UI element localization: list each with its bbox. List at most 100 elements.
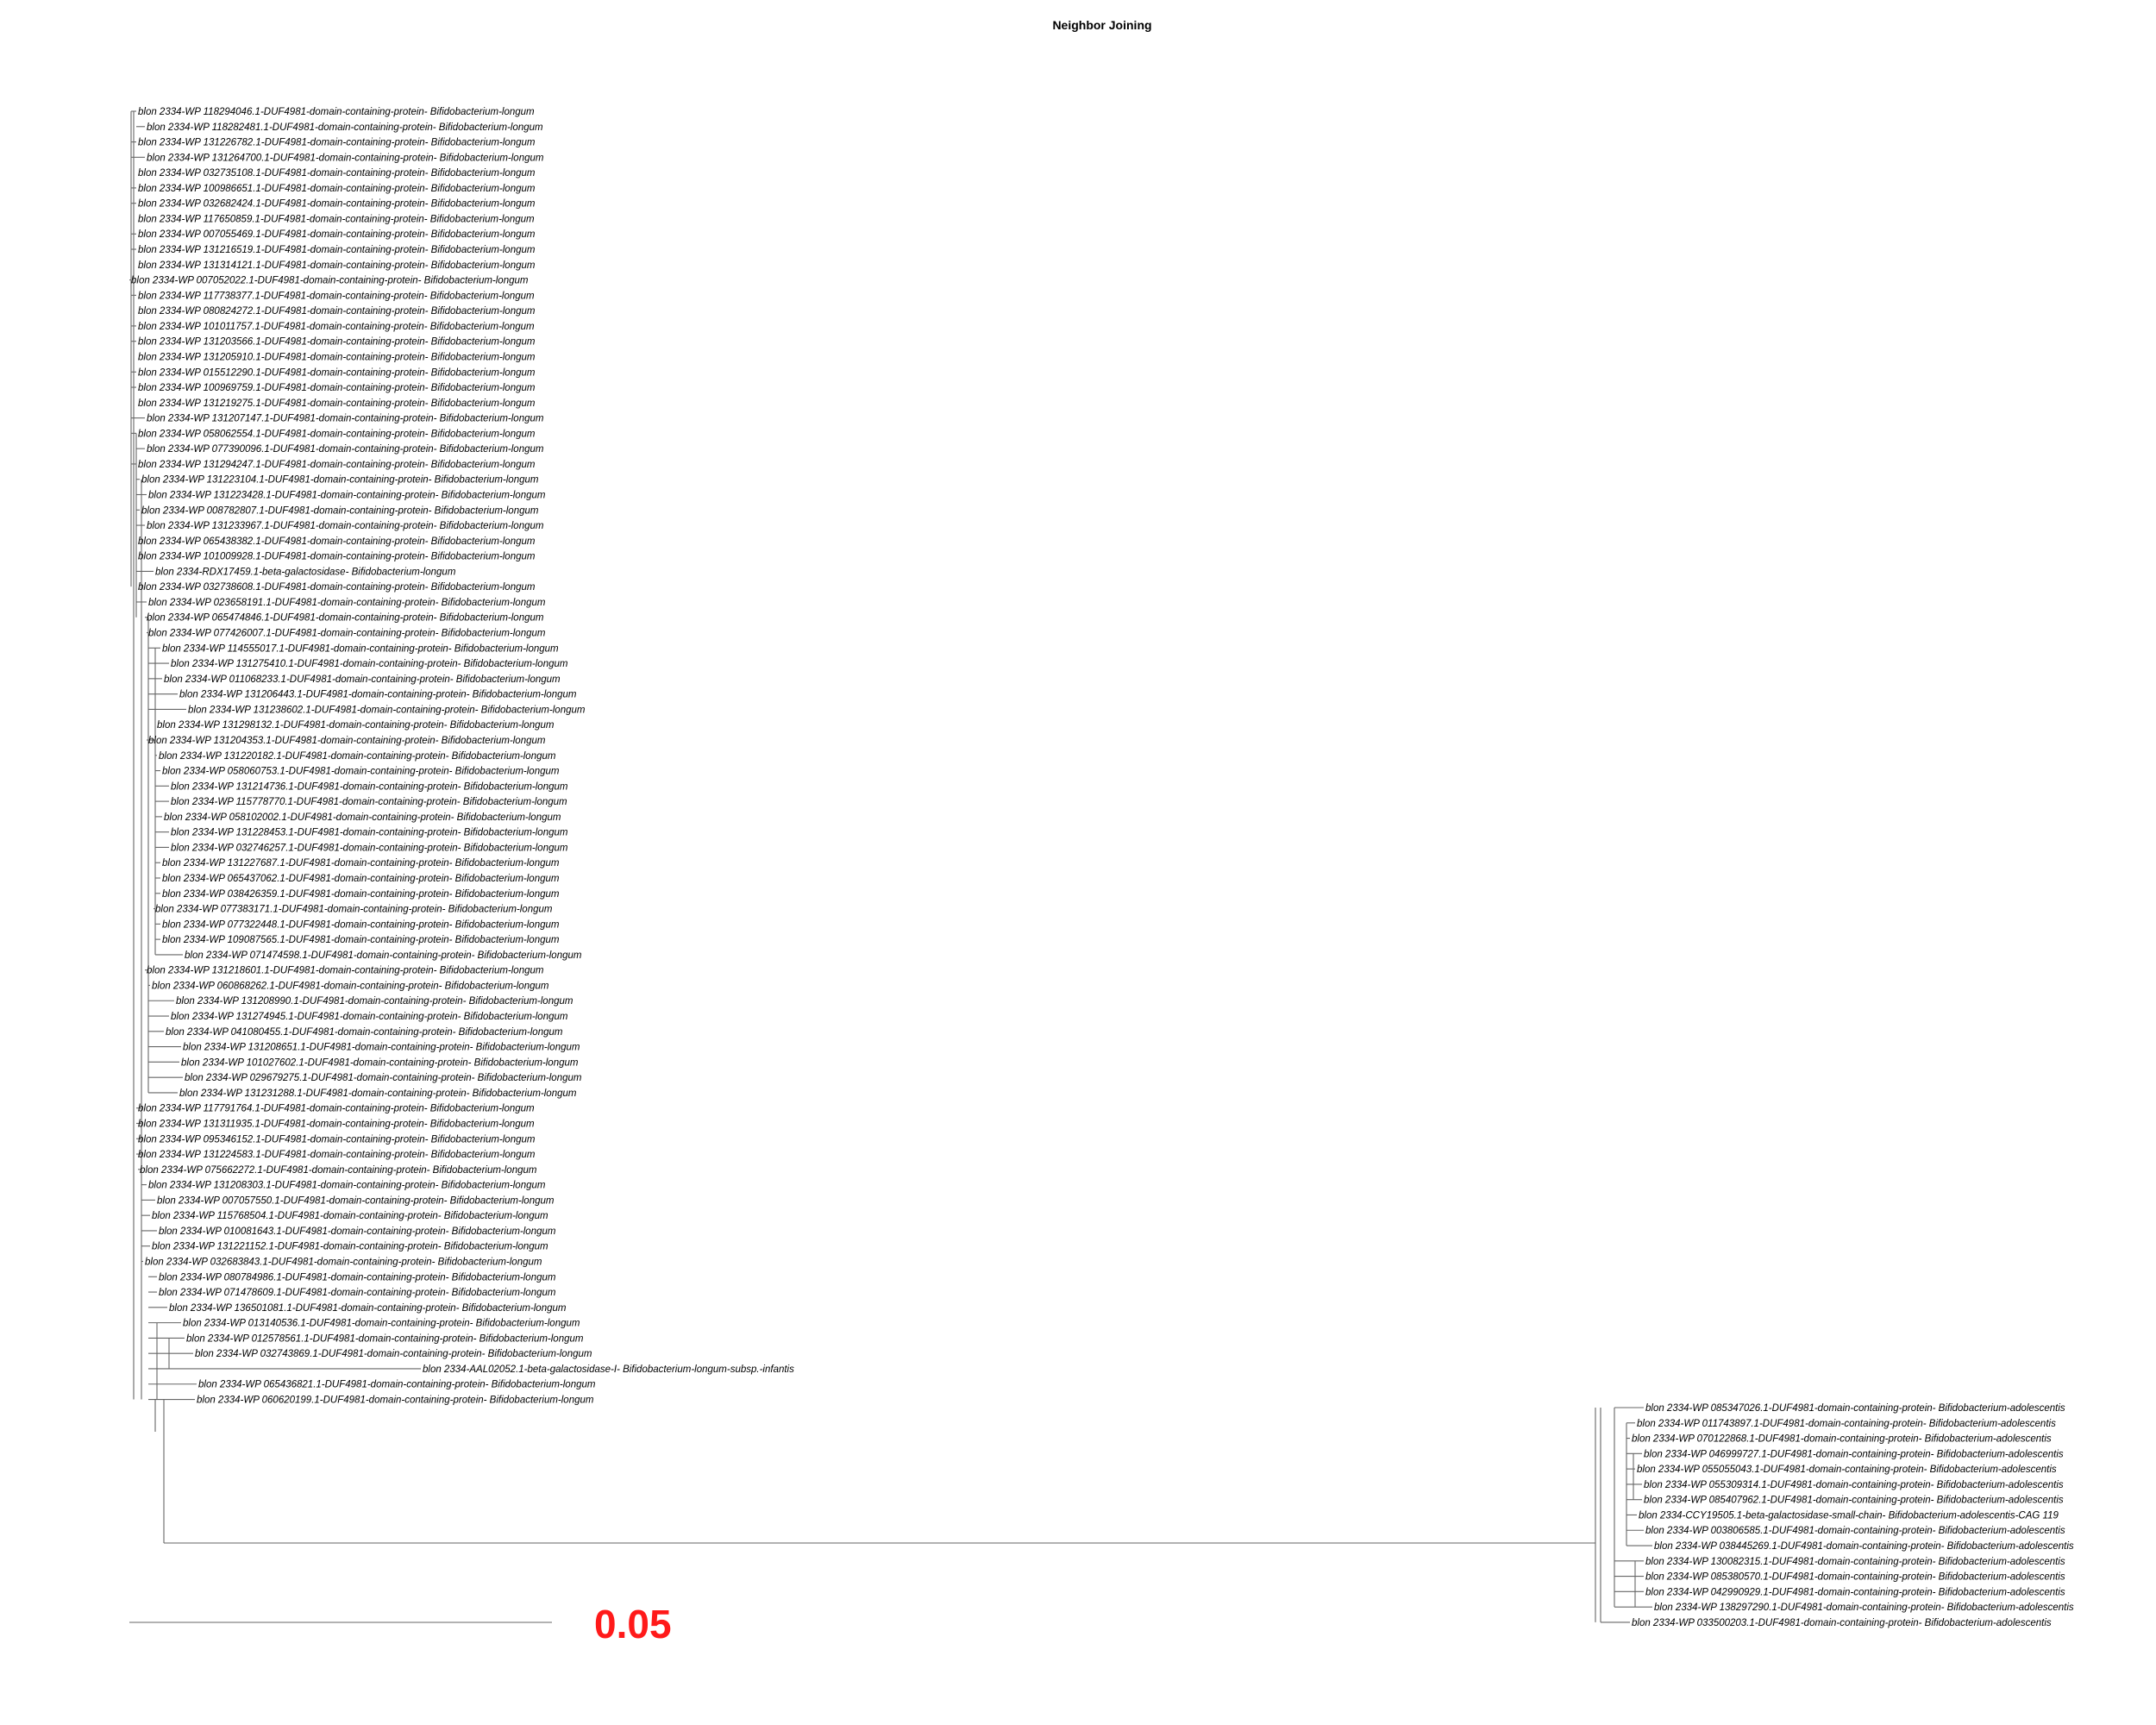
leaf-label: blon 2334-WP 046999727.1-DUF4981-domain-… xyxy=(1644,1449,2064,1459)
leaf-label: blon 2334-WP 131238602.1-DUF4981-domain-… xyxy=(188,705,586,715)
leaf-label: blon 2334-WP 131223104.1-DUF4981-domain-… xyxy=(141,475,539,486)
leaf-label: blon 2334-WP 131233967.1-DUF4981-domain-… xyxy=(147,521,544,531)
tree-title: Neighbor Joining xyxy=(1052,18,1151,32)
leaf-label: blon 2334-WP 038426359.1-DUF4981-domain-… xyxy=(162,889,560,900)
leaf-label: blon 2334-WP 008782807.1-DUF4981-domain-… xyxy=(141,505,539,516)
leaf-label: blon 2334-WP 114555017.1-DUF4981-domain-… xyxy=(162,643,559,654)
leaf-label: blon 2334-WP 075662272.1-DUF4981-domain-… xyxy=(140,1165,537,1176)
leaf-label: blon 2334-WP 131216519.1-DUF4981-domain-… xyxy=(138,245,536,255)
leaf-label: blon 2334-WP 032743869.1-DUF4981-domain-… xyxy=(195,1349,592,1359)
leaf-label: blon 2334-WP 055055043.1-DUF4981-domain-… xyxy=(1637,1465,2057,1475)
leaf-label: blon 2334-WP 131226782.1-DUF4981-domain-… xyxy=(138,138,536,148)
leaf-label: blon 2334-WP 131206443.1-DUF4981-domain-… xyxy=(179,690,577,700)
leaf-label: blon 2334-WP 065438382.1-DUF4981-domain-… xyxy=(138,536,536,547)
leaf-label: blon 2334-WP 060868262.1-DUF4981-domain-… xyxy=(152,981,549,991)
leaf-label: blon 2334-WP 085407962.1-DUF4981-domain-… xyxy=(1644,1496,2064,1506)
leaf-label: blon 2334-WP 118282481.1-DUF4981-domain-… xyxy=(147,122,543,133)
leaf-label: blon 2334-WP 032683843.1-DUF4981-domain-… xyxy=(145,1258,542,1268)
leaf-label: blon 2334-WP 131224583.1-DUF4981-domain-… xyxy=(138,1150,536,1160)
leaf-label: blon 2334-WP 131298132.1-DUF4981-domain-… xyxy=(157,720,555,731)
leaf-label: blon 2334-WP 032738608.1-DUF4981-domain-… xyxy=(138,582,536,593)
leaf-label: blon 2334-WP 117791764.1-DUF4981-domain-… xyxy=(138,1104,535,1114)
leaf-label: blon 2334-WP 029679275.1-DUF4981-domain-… xyxy=(185,1073,582,1083)
leaf-label: blon 2334-CCY19505.1-beta-galactosidase-… xyxy=(1639,1510,2059,1521)
leaf-label: blon 2334-WP 023658191.1-DUF4981-domain-… xyxy=(148,598,546,608)
leaf-label: blon 2334-WP 115778770.1-DUF4981-domain-… xyxy=(171,797,567,807)
leaf-label: blon 2334-WP 060620199.1-DUF4981-domain-… xyxy=(197,1396,594,1406)
leaf-label: blon 2334-WP 085380570.1-DUF4981-domain-… xyxy=(1645,1572,2065,1583)
leaf-label: blon 2334-WP 138297290.1-DUF4981-domain-… xyxy=(1654,1603,2074,1613)
leaf-label: blon 2334-WP 095346152.1-DUF4981-domain-… xyxy=(138,1134,536,1145)
leaf-label: blon 2334-WP 041080455.1-DUF4981-domain-… xyxy=(166,1027,563,1038)
leaf-label: blon 2334-WP 131214736.1-DUF4981-domain-… xyxy=(171,781,568,792)
leaf-label: blon 2334-WP 136501081.1-DUF4981-domain-… xyxy=(169,1303,567,1314)
leaf-label: blon 2334-WP 117650859.1-DUF4981-domain-… xyxy=(138,214,535,224)
leaf-label: blon 2334-WP 071474598.1-DUF4981-domain-… xyxy=(185,950,582,961)
leaf-label: blon 2334-WP 058102002.1-DUF4981-domain-… xyxy=(164,812,561,823)
leaf-label: blon 2334-WP 131208651.1-DUF4981-domain-… xyxy=(183,1043,580,1053)
leaf-label: blon 2334-WP 131264700.1-DUF4981-domain-… xyxy=(147,153,544,163)
leaf-label: blon 2334-WP 130082315.1-DUF4981-domain-… xyxy=(1645,1557,2065,1567)
leaf-label: blon 2334-WP 131218601.1-DUF4981-domain-… xyxy=(147,966,544,976)
leaf-label: blon 2334-WP 131274945.1-DUF4981-domain-… xyxy=(171,1012,568,1022)
leaf-label: blon 2334-WP 070122868.1-DUF4981-domain-… xyxy=(1632,1434,2052,1445)
leaf-label: blon 2334-WP 038445269.1-DUF4981-domain-… xyxy=(1654,1541,2074,1552)
leaf-label: blon 2334-WP 055309314.1-DUF4981-domain-… xyxy=(1644,1480,2064,1490)
leaf-label: blon 2334-RDX17459.1-beta-galactosidase-… xyxy=(155,567,456,577)
leaf-label: blon 2334-WP 032682424.1-DUF4981-domain-… xyxy=(138,199,536,210)
leaf-label: blon 2334-WP 131275410.1-DUF4981-domain-… xyxy=(171,659,568,669)
leaf-label: blon 2334-WP 131227687.1-DUF4981-domain-… xyxy=(162,858,560,869)
leaf-label: blon 2334-WP 131314121.1-DUF4981-domain-… xyxy=(138,260,536,271)
leaf-label: blon 2334-WP 080784986.1-DUF4981-domain-… xyxy=(159,1272,556,1283)
leaf-label: blon 2334-WP 012578561.1-DUF4981-domain-… xyxy=(186,1333,584,1344)
leaf-label: blon 2334-WP 058060753.1-DUF4981-domain-… xyxy=(162,767,560,777)
leaf-label: blon 2334-WP 032735108.1-DUF4981-domain-… xyxy=(138,168,536,179)
leaf-label: blon 2334-WP 077322448.1-DUF4981-domain-… xyxy=(162,919,560,930)
leaf-label: blon 2334-WP 085347026.1-DUF4981-domain-… xyxy=(1645,1403,2065,1414)
leaf-label: blon 2334-WP 131294247.1-DUF4981-domain-… xyxy=(138,460,536,470)
leaf-label: blon 2334-WP 077390096.1-DUF4981-domain-… xyxy=(147,444,544,455)
leaf-label: blon 2334-WP 131311935.1-DUF4981-domain-… xyxy=(138,1119,535,1129)
tree-branches xyxy=(129,110,1652,1623)
leaf-label: blon 2334-WP 131219275.1-DUF4981-domain-… xyxy=(138,398,536,409)
leaf-label: blon 2334-WP 131228453.1-DUF4981-domain-… xyxy=(171,828,568,838)
leaf-label: blon 2334-WP 109087565.1-DUF4981-domain-… xyxy=(162,935,560,945)
leaf-label: blon 2334-WP 101027602.1-DUF4981-domain-… xyxy=(181,1057,579,1068)
leaf-label: blon 2334-AAL02052.1-beta-galactosidase-… xyxy=(423,1364,794,1375)
leaf-label: blon 2334-WP 115768504.1-DUF4981-domain-… xyxy=(152,1211,548,1221)
leaf-label: blon 2334-WP 101009928.1-DUF4981-domain-… xyxy=(138,552,536,562)
leaf-label: blon 2334-WP 007057550.1-DUF4981-domain-… xyxy=(157,1195,555,1206)
leaf-label: blon 2334-WP 101011757.1-DUF4981-domain-… xyxy=(138,322,535,332)
leaf-label: blon 2334-WP 131203566.1-DUF4981-domain-… xyxy=(138,337,536,348)
leaf-label: blon 2334-WP 117738377.1-DUF4981-domain-… xyxy=(138,291,535,301)
leaf-label: blon 2334-WP 080824272.1-DUF4981-domain-… xyxy=(138,306,536,317)
leaf-label: blon 2334-WP 013140536.1-DUF4981-domain-… xyxy=(183,1319,580,1329)
leaf-label: blon 2334-WP 007052022.1-DUF4981-domain-… xyxy=(131,276,529,286)
leaf-label: blon 2334-WP 131208990.1-DUF4981-domain-… xyxy=(176,996,573,1007)
scale-bar-label: 0.05 xyxy=(594,1602,672,1647)
leaf-label: blon 2334-WP 003806585.1-DUF4981-domain-… xyxy=(1645,1526,2065,1536)
leaf-label: blon 2334-WP 065474846.1-DUF4981-domain-… xyxy=(147,613,544,624)
leaf-label: blon 2334-WP 131205910.1-DUF4981-domain-… xyxy=(138,352,536,362)
leaf-label: blon 2334-WP 010081643.1-DUF4981-domain-… xyxy=(159,1226,556,1237)
leaf-label: blon 2334-WP 071478609.1-DUF4981-domain-… xyxy=(159,1288,556,1298)
leaf-label: blon 2334-WP 131220182.1-DUF4981-domain-… xyxy=(159,751,556,762)
leaf-label: blon 2334-WP 032746257.1-DUF4981-domain-… xyxy=(171,843,568,853)
leaf-label: blon 2334-WP 100969759.1-DUF4981-domain-… xyxy=(138,383,536,393)
leaf-label: blon 2334-WP 131204353.1-DUF4981-domain-… xyxy=(148,736,546,746)
leaf-label: blon 2334-WP 058062554.1-DUF4981-domain-… xyxy=(138,429,536,439)
leaf-label: blon 2334-WP 077426007.1-DUF4981-domain-… xyxy=(148,629,546,639)
leaf-label: blon 2334-WP 007055469.1-DUF4981-domain-… xyxy=(138,229,536,240)
leaf-label: blon 2334-WP 118294046.1-DUF4981-domain-… xyxy=(138,107,535,117)
leaf-labels: blon 2334-WP 118294046.1-DUF4981-domain-… xyxy=(131,107,2074,1628)
leaf-label: blon 2334-WP 011068233.1-DUF4981-domain-… xyxy=(164,674,561,685)
leaf-label: blon 2334-WP 011743897.1-DUF4981-domain-… xyxy=(1637,1419,2056,1429)
leaf-label: blon 2334-WP 033500203.1-DUF4981-domain-… xyxy=(1632,1618,2052,1628)
leaf-label: blon 2334-WP 042990929.1-DUF4981-domain-… xyxy=(1645,1587,2065,1597)
leaf-label: blon 2334-WP 131208303.1-DUF4981-domain-… xyxy=(148,1181,546,1191)
leaf-label: blon 2334-WP 131223428.1-DUF4981-domain-… xyxy=(148,491,546,501)
leaf-label: blon 2334-WP 015512290.1-DUF4981-domain-… xyxy=(138,367,536,378)
leaf-label: blon 2334-WP 131231288.1-DUF4981-domain-… xyxy=(179,1088,577,1099)
leaf-label: blon 2334-WP 077383171.1-DUF4981-domain-… xyxy=(155,905,553,915)
